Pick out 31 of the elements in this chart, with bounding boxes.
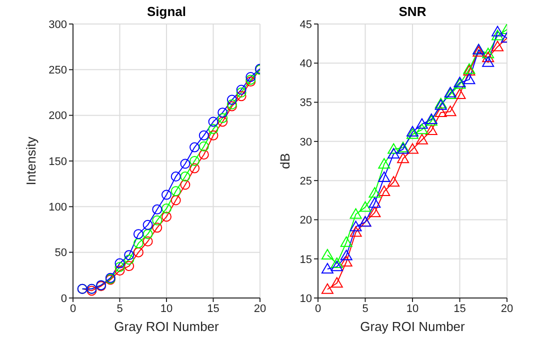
x-axis-title: Gray ROI Number <box>360 319 466 334</box>
y-tick-label: 100 <box>48 202 67 214</box>
x-tick-label: 5 <box>116 302 123 315</box>
x-tick-label: 5 <box>362 302 368 315</box>
y-tick-label: 40 <box>300 58 312 70</box>
x-tick-label: 0 <box>314 302 322 315</box>
y-tick-label: 25 <box>300 175 312 188</box>
y-tick-label: 50 <box>54 247 67 260</box>
x-tick-label: 15 <box>454 302 466 315</box>
x-axis-title: Gray ROI Number <box>114 319 220 334</box>
x-tick-label: 10 <box>160 302 173 315</box>
chart-title: SNR <box>398 4 428 19</box>
x-tick-label: 20 <box>500 302 514 315</box>
chart-title: Signal <box>146 4 187 19</box>
y-axis-title: Intensity <box>24 136 39 186</box>
x-tick-label: 15 <box>207 302 220 315</box>
y-tick-label: 200 <box>48 110 67 122</box>
y-tick-label: 35 <box>300 97 312 110</box>
y-tick-label: 250 <box>48 64 67 77</box>
x-tick-label: 20 <box>254 302 266 315</box>
y-tick-label: 45 <box>300 18 312 31</box>
y-tick-label: 0 <box>60 292 67 305</box>
y-tick-label: 15 <box>300 254 312 266</box>
y-tick-label: 300 <box>48 18 67 31</box>
y-tick-label: 10 <box>300 292 312 305</box>
y-axis-title: dB <box>278 153 293 169</box>
x-tick-label: 10 <box>406 302 419 315</box>
y-tick-label: 150 <box>48 156 67 168</box>
y-tick-label: 20 <box>300 214 312 227</box>
x-tick-label: 0 <box>70 302 76 315</box>
y-tick-label: 30 <box>300 136 312 148</box>
